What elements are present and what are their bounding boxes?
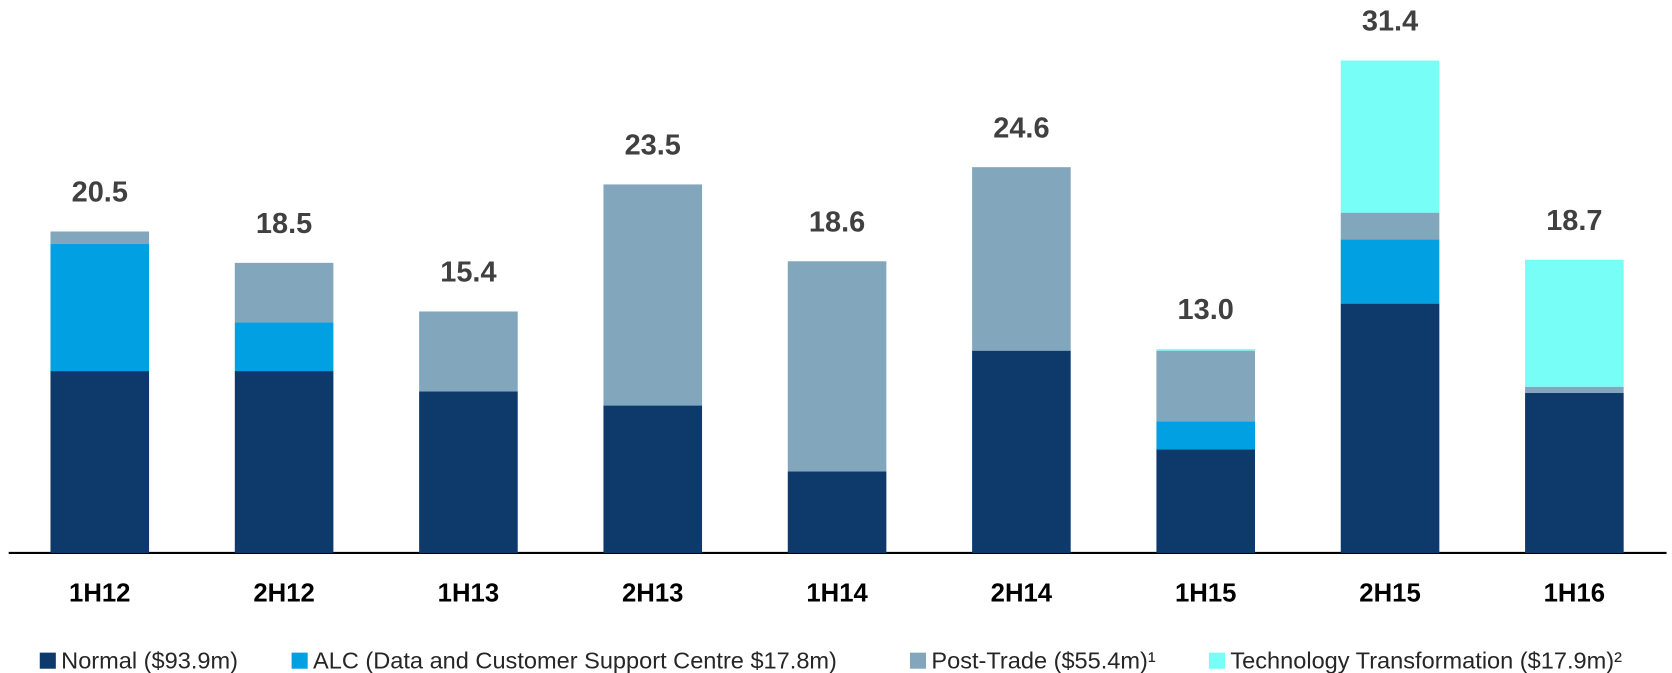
bar-segment (1525, 259, 1624, 387)
bar-segment (1340, 303, 1440, 553)
x-tick-label: 1H16 (1544, 580, 1605, 608)
x-tick-label: 1H15 (1175, 580, 1236, 608)
total-label: 31.4 (1362, 6, 1418, 38)
legend-swatch (1208, 652, 1226, 669)
bar-segment (603, 405, 703, 553)
x-tick-label: 2H12 (253, 580, 314, 608)
bar-segment (1340, 239, 1440, 304)
total-label: 13.0 (1178, 294, 1234, 326)
bar-segment (603, 184, 703, 406)
x-tick-label: 1H13 (438, 580, 499, 608)
bar-segment (1340, 60, 1440, 213)
bar-segment (1156, 350, 1256, 422)
legend-label: Post-Trade ($55.4m)¹ (931, 648, 1156, 673)
bar-segment (1156, 421, 1256, 450)
total-label: 24.6 (993, 112, 1049, 144)
bar-segment (1156, 449, 1256, 553)
bar-segment (50, 371, 150, 553)
total-label: 18.5 (256, 208, 312, 240)
bar-segment (972, 350, 1071, 553)
x-tick-label: 1H14 (806, 580, 868, 608)
legend-label: ALC (Data and Customer Support Centre $1… (313, 648, 837, 673)
legend-swatch (39, 652, 56, 669)
bar-segment (972, 167, 1071, 351)
legend-swatch (291, 652, 308, 669)
bar-segment (419, 391, 518, 553)
bar-segment (50, 244, 150, 372)
total-label: 15.4 (440, 257, 496, 289)
bar-segment (1156, 349, 1256, 351)
x-tick-label: 2H13 (622, 580, 683, 608)
total-label: 18.6 (809, 206, 865, 238)
bar-segment (234, 371, 334, 553)
total-label: 20.5 (72, 177, 128, 209)
x-tick-label: 1H12 (69, 580, 130, 608)
bar-segment (787, 261, 887, 472)
bar-segment (1525, 386, 1624, 394)
bar-segment (1340, 212, 1440, 240)
bar-segment (234, 262, 334, 323)
x-tick-label: 2H15 (1359, 580, 1420, 608)
bar-segment (50, 231, 150, 245)
bar-segment (787, 471, 887, 553)
total-label: 18.7 (1546, 205, 1602, 237)
x-tick-label: 2H14 (991, 580, 1053, 608)
total-label: 23.5 (625, 130, 681, 162)
bar-segment (1525, 393, 1624, 553)
bar-segment (234, 322, 334, 372)
legend-label: Technology Transformation ($17.9m)² (1230, 648, 1622, 673)
legend-swatch (909, 652, 927, 669)
legend-label: Normal ($93.9m) (61, 648, 238, 673)
bar-segment (419, 311, 518, 392)
